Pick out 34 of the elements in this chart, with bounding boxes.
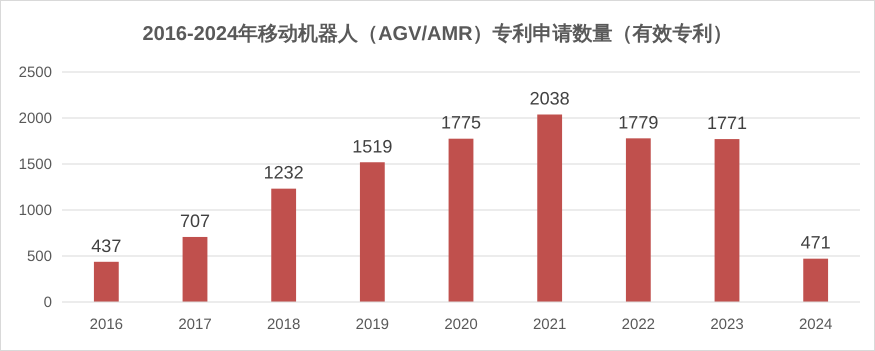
x-tick-label: 2024 <box>798 316 832 333</box>
data-label: 1779 <box>618 112 658 132</box>
bar <box>803 258 828 302</box>
x-tick-label: 2017 <box>178 316 212 333</box>
bar <box>626 138 651 302</box>
x-tick-label: 2020 <box>444 316 478 333</box>
y-tick-label: 500 <box>26 248 52 265</box>
y-tick-label: 2000 <box>18 110 52 127</box>
data-label: 1771 <box>706 113 748 134</box>
data-label: 1775 <box>440 112 482 133</box>
y-tick-label: 2500 <box>18 64 52 81</box>
data-label: 1232 <box>264 162 304 183</box>
bar <box>271 188 296 302</box>
bar <box>714 139 740 302</box>
x-tick-label: 2023 <box>710 316 744 333</box>
data-label: 1519 <box>352 136 392 156</box>
chart-title: 2016-2024年移动机器人（AGV/AMR）专利申请数量（有效专利） <box>142 22 733 45</box>
bar <box>94 262 119 302</box>
bar <box>360 162 385 302</box>
bar <box>182 236 208 302</box>
y-tick-label: 1500 <box>18 156 52 173</box>
bar <box>448 138 474 302</box>
data-label: 707 <box>180 210 210 231</box>
x-tick-label: 2018 <box>266 316 300 333</box>
x-tick-label: 2019 <box>356 316 390 333</box>
data-label: 437 <box>91 236 122 256</box>
data-label: 471 <box>800 232 831 253</box>
bar <box>537 114 562 302</box>
x-tick-label: 2021 <box>532 316 566 333</box>
y-tick-label: 1000 <box>18 202 52 219</box>
x-tick-label: 2016 <box>90 316 124 333</box>
y-tick-label: 0 <box>44 294 52 311</box>
data-label: 2038 <box>530 88 570 109</box>
x-tick-label: 2022 <box>622 316 656 333</box>
